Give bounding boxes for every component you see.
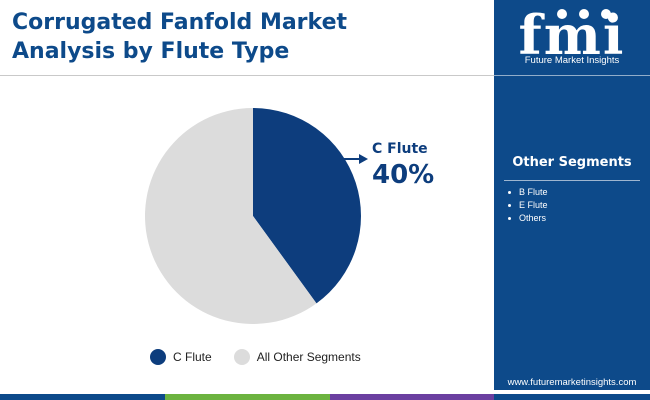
callout-arrow bbox=[343, 154, 368, 164]
other-segments-title: Other Segments bbox=[512, 155, 632, 170]
slice-callout: C Flute 40% bbox=[372, 140, 434, 191]
website-link[interactable]: www.futuremarketinsights.com bbox=[507, 377, 637, 388]
title-divider bbox=[0, 75, 494, 76]
segment-item: Others bbox=[508, 212, 548, 225]
chart-title-line-1: Corrugated Fanfold Market bbox=[12, 10, 348, 35]
legend-item-other-segments: All Other Segments bbox=[233, 349, 361, 365]
legend-item-c-flute: C Flute bbox=[150, 349, 212, 365]
pie-slice-c-flute bbox=[253, 108, 361, 304]
bottom-bar-segment bbox=[165, 394, 330, 400]
logo-gear-icon bbox=[601, 9, 611, 19]
pie-slice-all-other-segments bbox=[144, 108, 317, 325]
segment-item: E Flute bbox=[508, 199, 548, 212]
other-segments-list: B Flute E Flute Others bbox=[508, 186, 548, 225]
chart-title: Corrugated Fanfold Market Analysis by Fl… bbox=[12, 8, 482, 66]
chart-legend: C Flute All Other Segments bbox=[150, 349, 383, 365]
sidebar: fmi Future Market Insights Other Segment… bbox=[494, 0, 650, 390]
other-segments-divider bbox=[504, 180, 640, 181]
pie-chart bbox=[144, 108, 368, 325]
legend-label-c-flute: C Flute bbox=[173, 350, 212, 364]
sidebar-divider bbox=[494, 75, 650, 76]
segment-item: B Flute bbox=[508, 186, 548, 199]
pie-slices bbox=[144, 108, 361, 325]
legend-swatch-other-segments bbox=[233, 349, 250, 365]
bottom-bar-segment bbox=[0, 394, 165, 400]
fmi-logo: fmi bbox=[519, 4, 624, 67]
callout-label: C Flute bbox=[372, 141, 428, 157]
bottom-bar-segment bbox=[494, 394, 650, 400]
logo-figure-icon bbox=[579, 9, 589, 19]
brand-name: Future Market Insights bbox=[524, 55, 620, 66]
chart-title-line-2: Analysis by Flute Type bbox=[12, 39, 290, 64]
callout-value: 40% bbox=[372, 160, 435, 190]
bottom-bar-segment bbox=[330, 394, 494, 400]
legend-swatch-c-flute bbox=[150, 349, 166, 365]
bottom-color-bar bbox=[0, 394, 650, 400]
legend-label-other-segments: All Other Segments bbox=[256, 350, 361, 364]
logo-globe-icon bbox=[557, 9, 567, 19]
